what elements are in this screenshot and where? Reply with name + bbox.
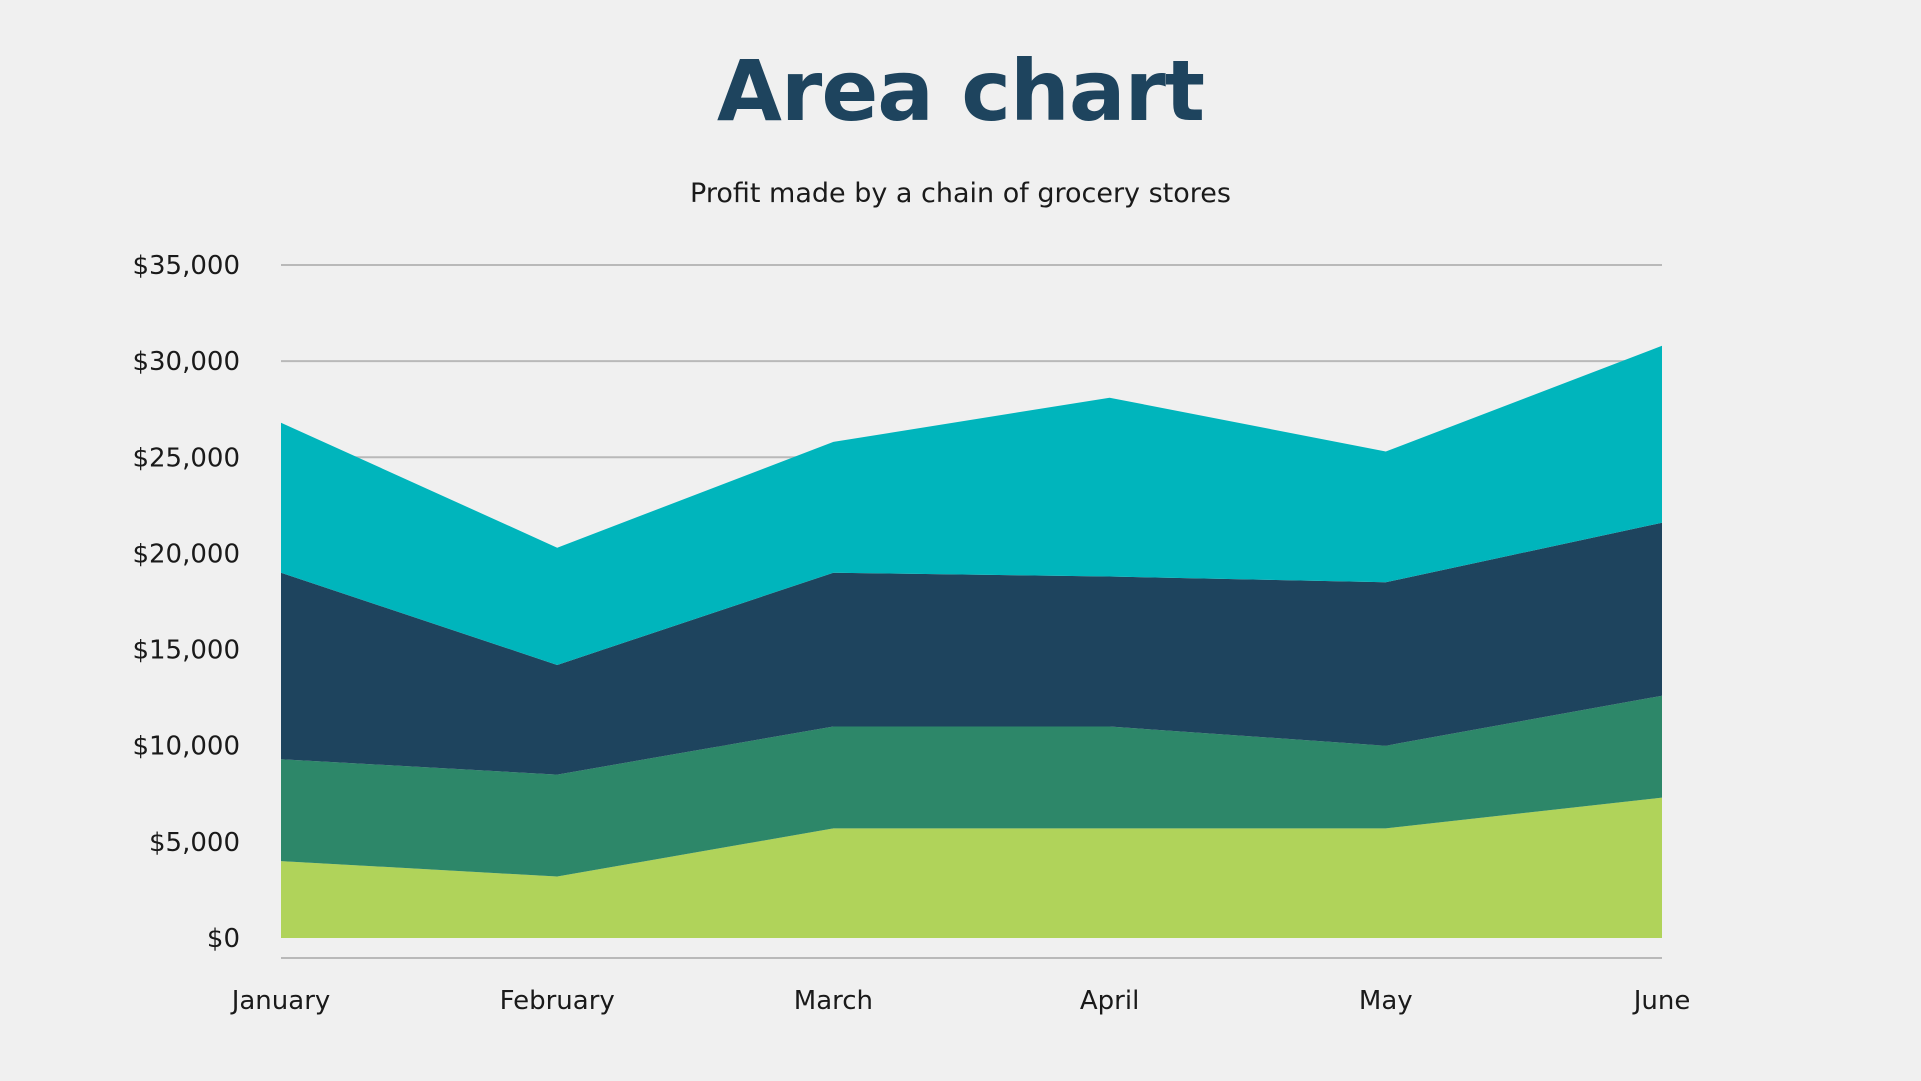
y-tick-label: $30,000: [132, 347, 240, 377]
x-tick-label: April: [1080, 986, 1139, 1016]
y-tick-label: $20,000: [132, 539, 240, 569]
x-tick-label: June: [1632, 986, 1691, 1016]
area-series-4: [281, 345, 1662, 665]
y-tick-label: $0: [207, 924, 240, 954]
x-tick-label: January: [230, 986, 331, 1016]
x-tick-label: March: [794, 986, 873, 1016]
y-axis-tick-labels: $0 $5,000 $10,000 $15,000 $20,000 $25,000 $30,…: [132, 251, 240, 954]
x-tick-label: May: [1359, 986, 1413, 1016]
y-tick-label: $5,000: [149, 828, 240, 858]
area-series-group: [281, 345, 1662, 938]
y-tick-label: $25,000: [132, 443, 240, 473]
y-tick-label: $10,000: [132, 732, 240, 762]
x-axis-tick-labels: January February March April May June: [230, 986, 1691, 1016]
y-tick-label: $35,000: [132, 251, 240, 281]
area-series-1: [281, 797, 1662, 938]
area-series-3: [281, 522, 1662, 775]
area-series-2: [281, 695, 1662, 877]
y-tick-label: $15,000: [132, 636, 240, 666]
chart-title: Area chart: [716, 42, 1205, 140]
chart-subtitle: Profit made by a chain of grocery stores: [690, 178, 1231, 209]
x-tick-label: February: [500, 986, 615, 1016]
